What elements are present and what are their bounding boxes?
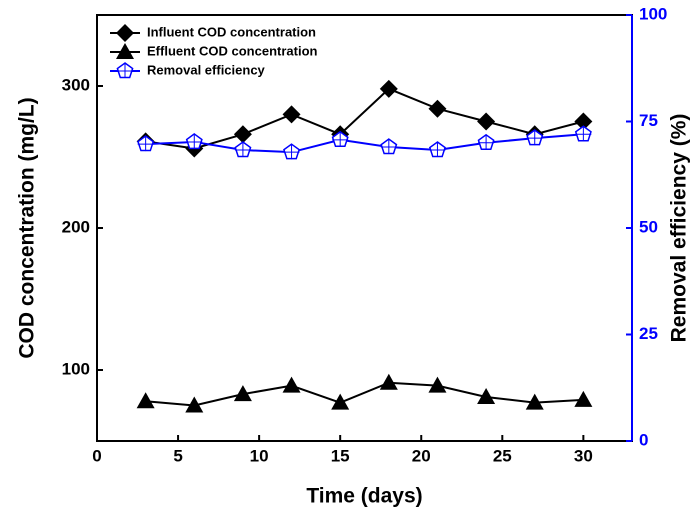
triangle-marker [136, 392, 155, 409]
x-tick-label: 20 [412, 446, 431, 465]
pentagon-marker [428, 141, 446, 158]
diamond-marker [379, 79, 398, 98]
pentagon-marker [477, 133, 495, 151]
y2-tick-label: 75 [639, 111, 658, 130]
x-tick-label: 15 [331, 446, 350, 465]
diamond-marker [574, 112, 593, 131]
pentagon-marker [526, 129, 544, 146]
series-line [145, 87, 584, 150]
plot-frame [96, 14, 633, 442]
x-tick-label: 0 [92, 446, 101, 465]
x-tick-label: 30 [574, 446, 593, 465]
pentagon-marker [137, 135, 155, 152]
legend-label: Influent COD concentration [147, 24, 316, 39]
pentagon-marker [116, 62, 134, 79]
y2-tick-label: 25 [639, 324, 658, 343]
y2-tick-label: 0 [639, 430, 648, 449]
legend-label: Effluent COD concentration [147, 43, 318, 58]
pentagon-marker [234, 141, 252, 158]
triangle-marker [282, 376, 301, 393]
series-line [145, 381, 584, 407]
x-axis-label: Time (days) [306, 485, 422, 508]
triangle-marker [525, 393, 544, 410]
y-axis-label: COD concentration (mg/L) [16, 97, 39, 358]
diamond-marker [428, 99, 447, 118]
diamond-marker [282, 105, 301, 124]
legend-label: Removal efficiency [147, 62, 266, 77]
triangle-marker [477, 387, 496, 404]
y2-tick-label: 100 [639, 4, 667, 23]
pentagon-marker [331, 130, 349, 148]
diamond-marker [116, 24, 134, 42]
y-tick-label: 300 [62, 75, 90, 94]
triangle-marker [428, 376, 447, 393]
triangle-marker [379, 373, 398, 390]
pentagon-marker [283, 143, 301, 160]
y2-axis-label: Removal efficiency (%) [668, 114, 691, 343]
pentagon-marker [380, 138, 398, 155]
triangle-marker [574, 390, 593, 407]
y-tick-label: 100 [62, 359, 90, 378]
y2-tick-label: 50 [639, 217, 658, 236]
x-tick-label: 5 [173, 446, 182, 465]
diamond-marker [233, 125, 252, 144]
y-tick-label: 200 [62, 217, 90, 236]
triangle-marker [331, 393, 350, 410]
x-tick-label: 10 [250, 446, 269, 465]
pentagon-marker [574, 125, 592, 142]
triangle-marker [116, 43, 134, 59]
pentagon-marker [185, 133, 203, 150]
diamond-marker [477, 112, 496, 131]
triangle-marker [233, 385, 252, 402]
x-tick-label: 25 [493, 446, 512, 465]
triangle-marker [185, 396, 204, 413]
series-line [145, 133, 584, 154]
